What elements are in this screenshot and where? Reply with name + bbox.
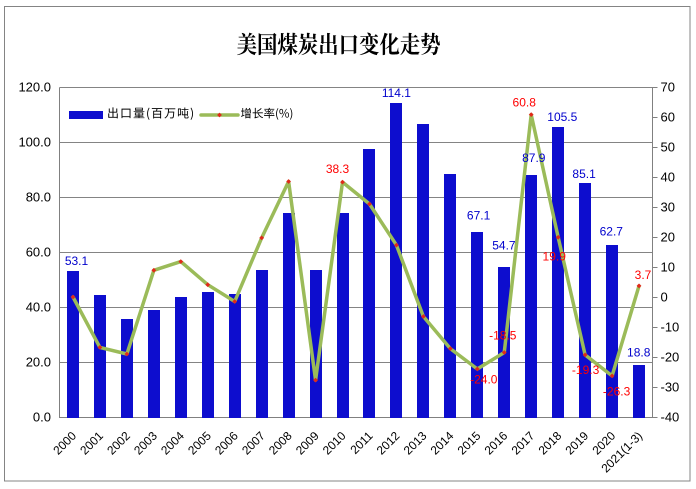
svg-text:-18.5: -18.5 [489, 329, 517, 343]
svg-text:62.7: 62.7 [600, 225, 624, 239]
svg-text:-19.3: -19.3 [572, 363, 600, 377]
svg-text:38.3: 38.3 [326, 162, 350, 176]
svg-text:-26.3: -26.3 [603, 384, 631, 398]
svg-text:67.1: 67.1 [467, 209, 491, 223]
svg-text:-30: -30 [661, 380, 680, 395]
svg-text:87.9: 87.9 [522, 151, 546, 165]
svg-text:3.7: 3.7 [635, 268, 652, 282]
svg-text:-10: -10 [661, 320, 680, 335]
svg-text:114.1: 114.1 [382, 86, 411, 100]
svg-text:100.0: 100.0 [18, 135, 51, 150]
svg-text:19.9: 19.9 [543, 249, 567, 263]
svg-text:53.1: 53.1 [65, 254, 89, 268]
svg-text:-40: -40 [661, 410, 680, 425]
svg-text:-20: -20 [661, 350, 680, 365]
svg-text:70: 70 [661, 80, 675, 95]
svg-text:50: 50 [661, 140, 675, 155]
svg-text:40.0: 40.0 [26, 300, 51, 315]
svg-text:40: 40 [661, 170, 675, 185]
svg-text:105.5: 105.5 [547, 110, 577, 124]
svg-text:18.8: 18.8 [627, 346, 651, 360]
svg-text:10: 10 [661, 260, 675, 275]
svg-text:0: 0 [661, 290, 668, 305]
svg-text:-24.0: -24.0 [470, 373, 498, 387]
svg-text:54.7: 54.7 [492, 239, 516, 253]
svg-text:0.0: 0.0 [33, 410, 51, 425]
svg-text:120.0: 120.0 [18, 80, 51, 95]
svg-text:20: 20 [661, 230, 675, 245]
svg-text:85.1: 85.1 [572, 167, 596, 181]
svg-text:30: 30 [661, 200, 675, 215]
svg-text:60.8: 60.8 [513, 96, 537, 110]
svg-text:60: 60 [661, 110, 675, 125]
svg-text:80.0: 80.0 [26, 190, 51, 205]
svg-text:20.0: 20.0 [26, 355, 51, 370]
svg-text:60.0: 60.0 [26, 245, 51, 260]
